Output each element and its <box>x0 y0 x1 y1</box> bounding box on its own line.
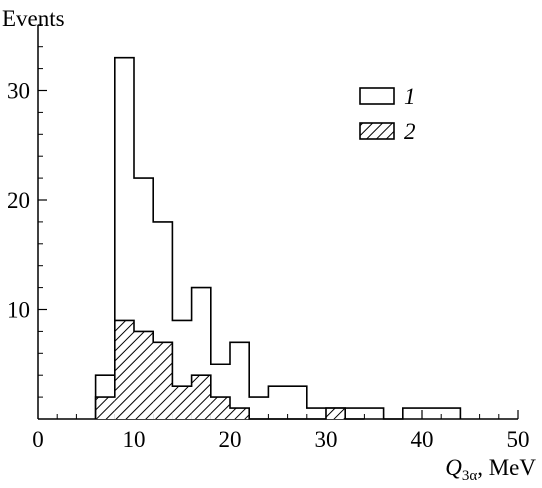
x-tick-label: 30 <box>315 427 338 452</box>
x-tick-label: 50 <box>507 427 530 452</box>
y-tick-label: 30 <box>7 79 30 104</box>
series-2-histogram <box>94 319 365 420</box>
y-axis-title: Events <box>2 6 65 31</box>
x-tick-label: 0 <box>32 427 44 452</box>
x-tick-label: 20 <box>219 427 242 452</box>
series-1-bar <box>288 386 307 419</box>
series-1-bar <box>249 397 268 419</box>
legend-label-2: 2 <box>404 119 416 144</box>
series-1-bar <box>345 408 364 419</box>
series-1-outline <box>94 56 462 420</box>
series-1-bar <box>268 386 287 419</box>
series-2-bar <box>326 408 346 419</box>
series-1-bar <box>364 408 383 419</box>
series-1-bar <box>422 408 441 419</box>
series-2-bar <box>95 397 115 419</box>
legend: 12 <box>359 84 416 144</box>
y-tick-label: 20 <box>7 188 30 213</box>
series-2-bar <box>114 320 134 419</box>
series-2-bar <box>134 331 154 419</box>
x-tick-label: 10 <box>123 427 146 452</box>
y-tick-label: 10 <box>7 298 30 323</box>
series-2-bar <box>210 397 230 419</box>
series-2-bar <box>230 408 250 419</box>
series-1-bar <box>403 408 422 419</box>
series-1-histogram <box>94 56 462 420</box>
series-1-bar <box>441 408 460 419</box>
series-1-bar <box>307 408 326 419</box>
legend-label-1: 1 <box>404 84 416 109</box>
legend-swatch-2 <box>359 122 395 140</box>
legend-swatch-1 <box>359 87 395 105</box>
x-axis-title: Q3α, MeV <box>445 455 536 484</box>
series-2-bar <box>191 375 211 419</box>
axis-labels: Events Q3α, MeV <box>2 6 536 484</box>
series-2-bar <box>153 342 173 419</box>
series-2-bar <box>172 386 192 419</box>
series-2-outline <box>94 319 365 420</box>
x-tick-label: 40 <box>411 427 434 452</box>
